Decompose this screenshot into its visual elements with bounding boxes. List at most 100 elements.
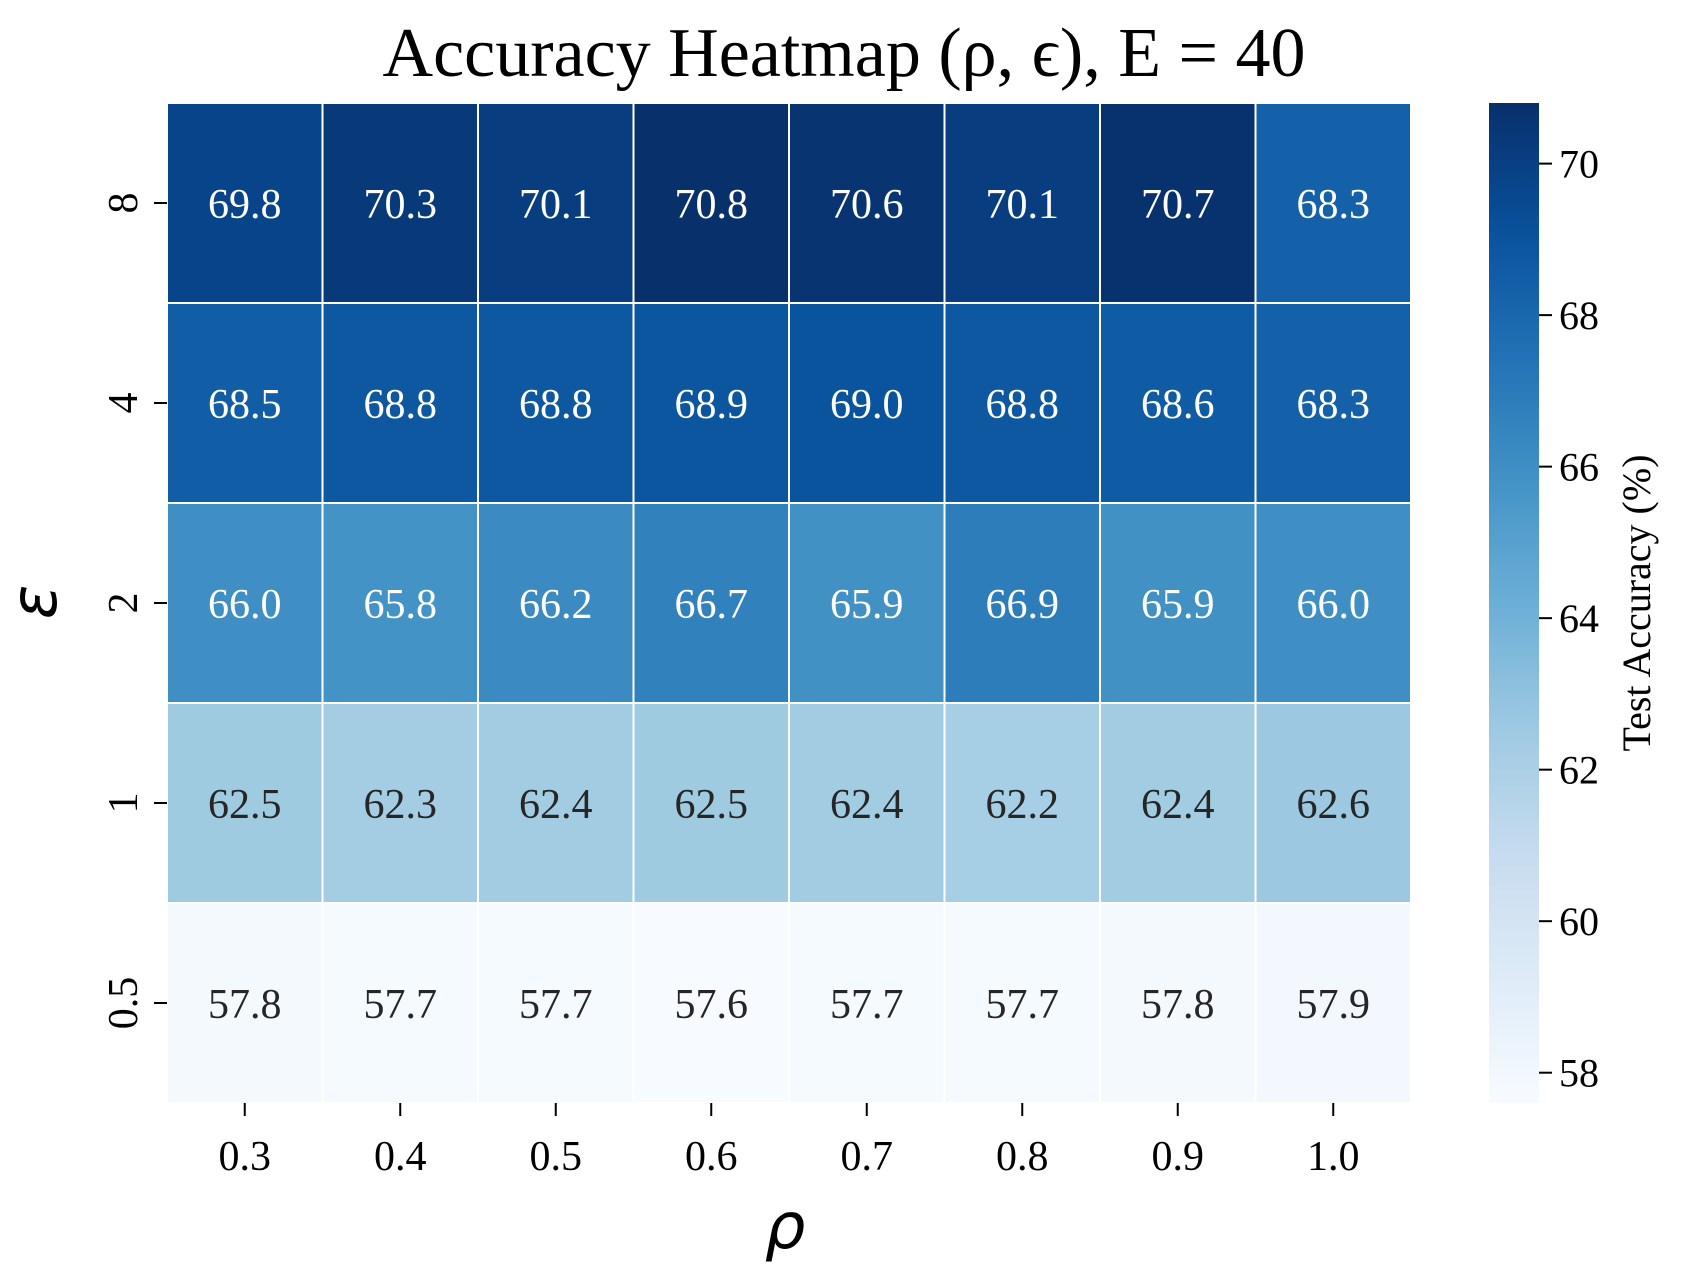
cell-value-label: 70.8: [675, 182, 749, 228]
cell-value-label: 68.9: [675, 382, 749, 428]
cell-value-label: 65.9: [1141, 582, 1215, 628]
heatmap-cell: [1099, 302, 1257, 504]
y-tick-label: 1: [101, 793, 147, 814]
cell-value-label: 68.8: [364, 382, 438, 428]
cell-value-label: 68.6: [1141, 382, 1215, 428]
colorbar-ticks: 58 60 62 64 66 68 70: [1539, 142, 1599, 1096]
cell-value-label: 62.5: [675, 782, 749, 828]
y-tick-label: 0.5: [101, 977, 147, 1030]
cell-value-label: 70.6: [830, 182, 904, 228]
cell-value-label: 66.0: [208, 582, 282, 628]
cell-value-label: 57.8: [208, 982, 282, 1028]
heatmap-cell: [477, 502, 635, 704]
x-tick-label: 0.7: [841, 1134, 894, 1180]
cell-value-label: 57.7: [986, 982, 1060, 1028]
heatmap-cell-labels: 69.8 70.3 70.1 70.8 70.6 70.1 70.7 68.3 68.5 68.8…: [208, 182, 1370, 1028]
heatmap-cell: [477, 902, 635, 1104]
heatmap-cell: [943, 102, 1101, 304]
heatmap-cells: [166, 102, 1412, 1104]
cell-value-label: 69.8: [208, 182, 282, 228]
x-tick-label: 0.5: [530, 1134, 583, 1180]
heatmap-cell: [788, 702, 946, 904]
heatmap-cell: [632, 102, 790, 304]
colorbar-tick-label: 66: [1559, 445, 1599, 490]
y-tick-label: 2: [101, 593, 147, 614]
cell-value-label: 70.1: [519, 182, 593, 228]
cell-value-label: 66.2: [519, 582, 593, 628]
chart-title: Accuracy Heatmap (ρ, ϵ), E = 40: [383, 15, 1306, 92]
y-tick-label: 4: [101, 393, 147, 414]
cell-value-label: 57.6: [675, 982, 749, 1028]
heatmap-cell: [166, 102, 324, 304]
heatmap-cell: [1254, 502, 1412, 704]
heatmap-cell: [321, 502, 479, 704]
cell-value-label: 57.8: [1141, 982, 1215, 1028]
y-axis: 8 4 2 1 0.5: [101, 193, 167, 1030]
cell-value-label: 66.7: [675, 582, 749, 628]
x-tick-label: 0.3: [219, 1134, 272, 1180]
x-tick-label: 0.9: [1152, 1134, 1205, 1180]
heatmap-cell: [632, 302, 790, 504]
cell-value-label: 62.6: [1297, 782, 1371, 828]
heatmap-cell: [632, 702, 790, 904]
heatmap-cell: [1254, 102, 1412, 304]
heatmap-cell: [321, 302, 479, 504]
cell-value-label: 62.2: [986, 782, 1060, 828]
heatmap-cell: [1099, 502, 1257, 704]
cell-value-label: 62.3: [364, 782, 438, 828]
cell-value-label: 57.7: [364, 982, 438, 1028]
heatmap-cell: [321, 102, 479, 304]
cell-value-label: 68.3: [1297, 382, 1371, 428]
cell-value-label: 69.0: [830, 382, 904, 428]
colorbar-tick-label: 58: [1559, 1051, 1599, 1096]
heatmap-cell: [943, 502, 1101, 704]
cell-value-label: 70.7: [1141, 182, 1215, 228]
cell-value-label: 62.4: [1141, 782, 1215, 828]
colorbar-tick-label: 70: [1559, 142, 1599, 187]
heatmap-cell: [1099, 702, 1257, 904]
heatmap-cell: [788, 102, 946, 304]
x-axis: 0.3 0.4 0.5 0.6 0.7 0.8 0.9 1.0: [219, 1103, 1360, 1180]
heatmap-cell: [788, 302, 946, 504]
heatmap-cell: [788, 502, 946, 704]
heatmap-cell: [166, 502, 324, 704]
cell-value-label: 65.8: [364, 582, 438, 628]
colorbar-gradient: [1489, 103, 1539, 1103]
x-tick-label: 0.4: [374, 1134, 427, 1180]
cell-value-label: 62.4: [519, 782, 593, 828]
x-tick-label: 0.8: [996, 1134, 1049, 1180]
heatmap-cell: [632, 902, 790, 1104]
cell-value-label: 68.8: [986, 382, 1060, 428]
heatmap-cell: [477, 102, 635, 304]
heatmap-cell: [166, 702, 324, 904]
heatmap-cell: [1254, 902, 1412, 1104]
y-axis-label: ε: [0, 585, 72, 620]
cell-value-label: 57.7: [830, 982, 904, 1028]
heatmap-cell: [943, 302, 1101, 504]
heatmap-cell: [1254, 302, 1412, 504]
colorbar-tick-label: 60: [1559, 899, 1599, 944]
heatmap-cell: [788, 902, 946, 1104]
heatmap-cell: [1099, 902, 1257, 1104]
cell-value-label: 62.5: [208, 782, 282, 828]
heatmap-cell: [943, 902, 1101, 1104]
x-tick-label: 0.6: [685, 1134, 738, 1180]
cell-value-label: 70.3: [364, 182, 438, 228]
x-tick-label: 1.0: [1307, 1134, 1360, 1180]
cell-value-label: 68.8: [519, 382, 593, 428]
heatmap-cell: [477, 702, 635, 904]
x-axis-label: ρ: [765, 1190, 806, 1264]
cell-value-label: 65.9: [830, 582, 904, 628]
colorbar: 58 60 62 64 66 68 70 Test Accuracy (%): [1489, 103, 1659, 1103]
heatmap-cell: [632, 502, 790, 704]
cell-value-label: 70.1: [986, 182, 1060, 228]
cell-value-label: 68.5: [208, 382, 282, 428]
cell-value-label: 66.0: [1297, 582, 1371, 628]
colorbar-tick-label: 68: [1559, 293, 1599, 338]
colorbar-tick-label: 64: [1559, 596, 1599, 641]
cell-value-label: 68.3: [1297, 182, 1371, 228]
cell-value-label: 57.7: [519, 982, 593, 1028]
cell-value-label: 66.9: [986, 582, 1060, 628]
cell-value-label: 57.9: [1297, 982, 1371, 1028]
